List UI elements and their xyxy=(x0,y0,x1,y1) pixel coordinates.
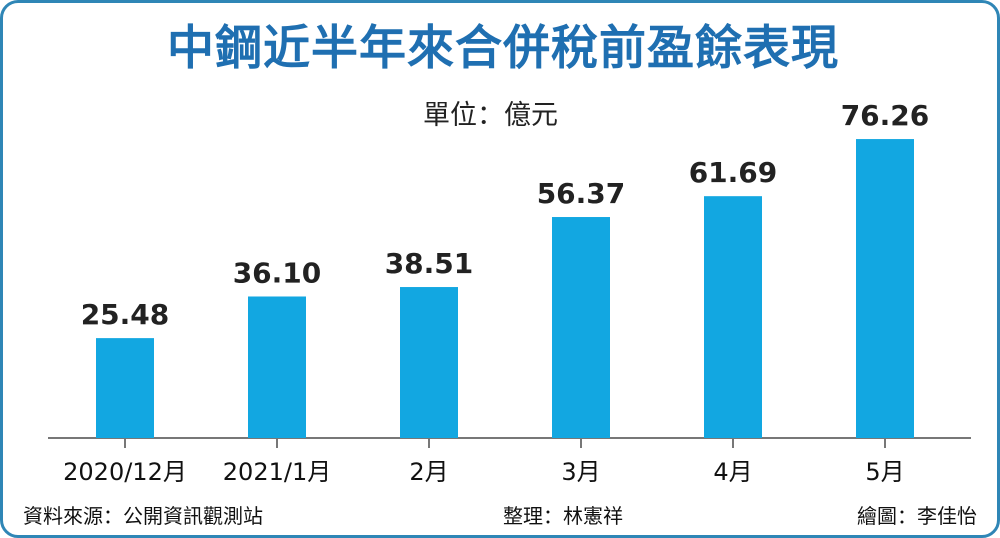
x-tick-label: 5月 xyxy=(865,458,904,486)
bar xyxy=(400,287,458,438)
bar-value-label: 56.37 xyxy=(537,177,626,210)
bar xyxy=(552,217,610,438)
unit-label: 單位：億元 xyxy=(423,100,558,131)
bar xyxy=(96,338,154,438)
bar-value-label: 61.69 xyxy=(689,156,778,189)
x-tick-label: 2021/1月 xyxy=(223,458,331,486)
bar xyxy=(248,296,306,438)
x-tick-label: 2020/12月 xyxy=(63,458,187,486)
x-tick-label: 4月 xyxy=(713,458,752,486)
bar-chart: 25.48 2020/12月 36.10 2021/1月 38.51 2月 56.37 3月 6… xyxy=(48,99,971,486)
bar-value-label: 36.10 xyxy=(233,256,322,289)
chart-title: 中鋼近半年來合併稅前盈餘表現 xyxy=(167,21,839,76)
x-tick-label: 2月 xyxy=(409,458,448,486)
bar xyxy=(856,139,914,439)
x-tick-label: 3月 xyxy=(561,458,600,486)
source-note: 資料來源：公開資訊觀測站 xyxy=(23,504,263,528)
bar-value-label: 76.26 xyxy=(841,99,930,132)
bar-value-label: 25.48 xyxy=(81,298,170,331)
bar-value-label: 38.51 xyxy=(385,247,474,280)
illustrator-note: 繪圖：李佳怡 xyxy=(857,504,977,528)
bar xyxy=(704,196,762,438)
editor-note: 整理：林憲祥 xyxy=(503,504,623,528)
